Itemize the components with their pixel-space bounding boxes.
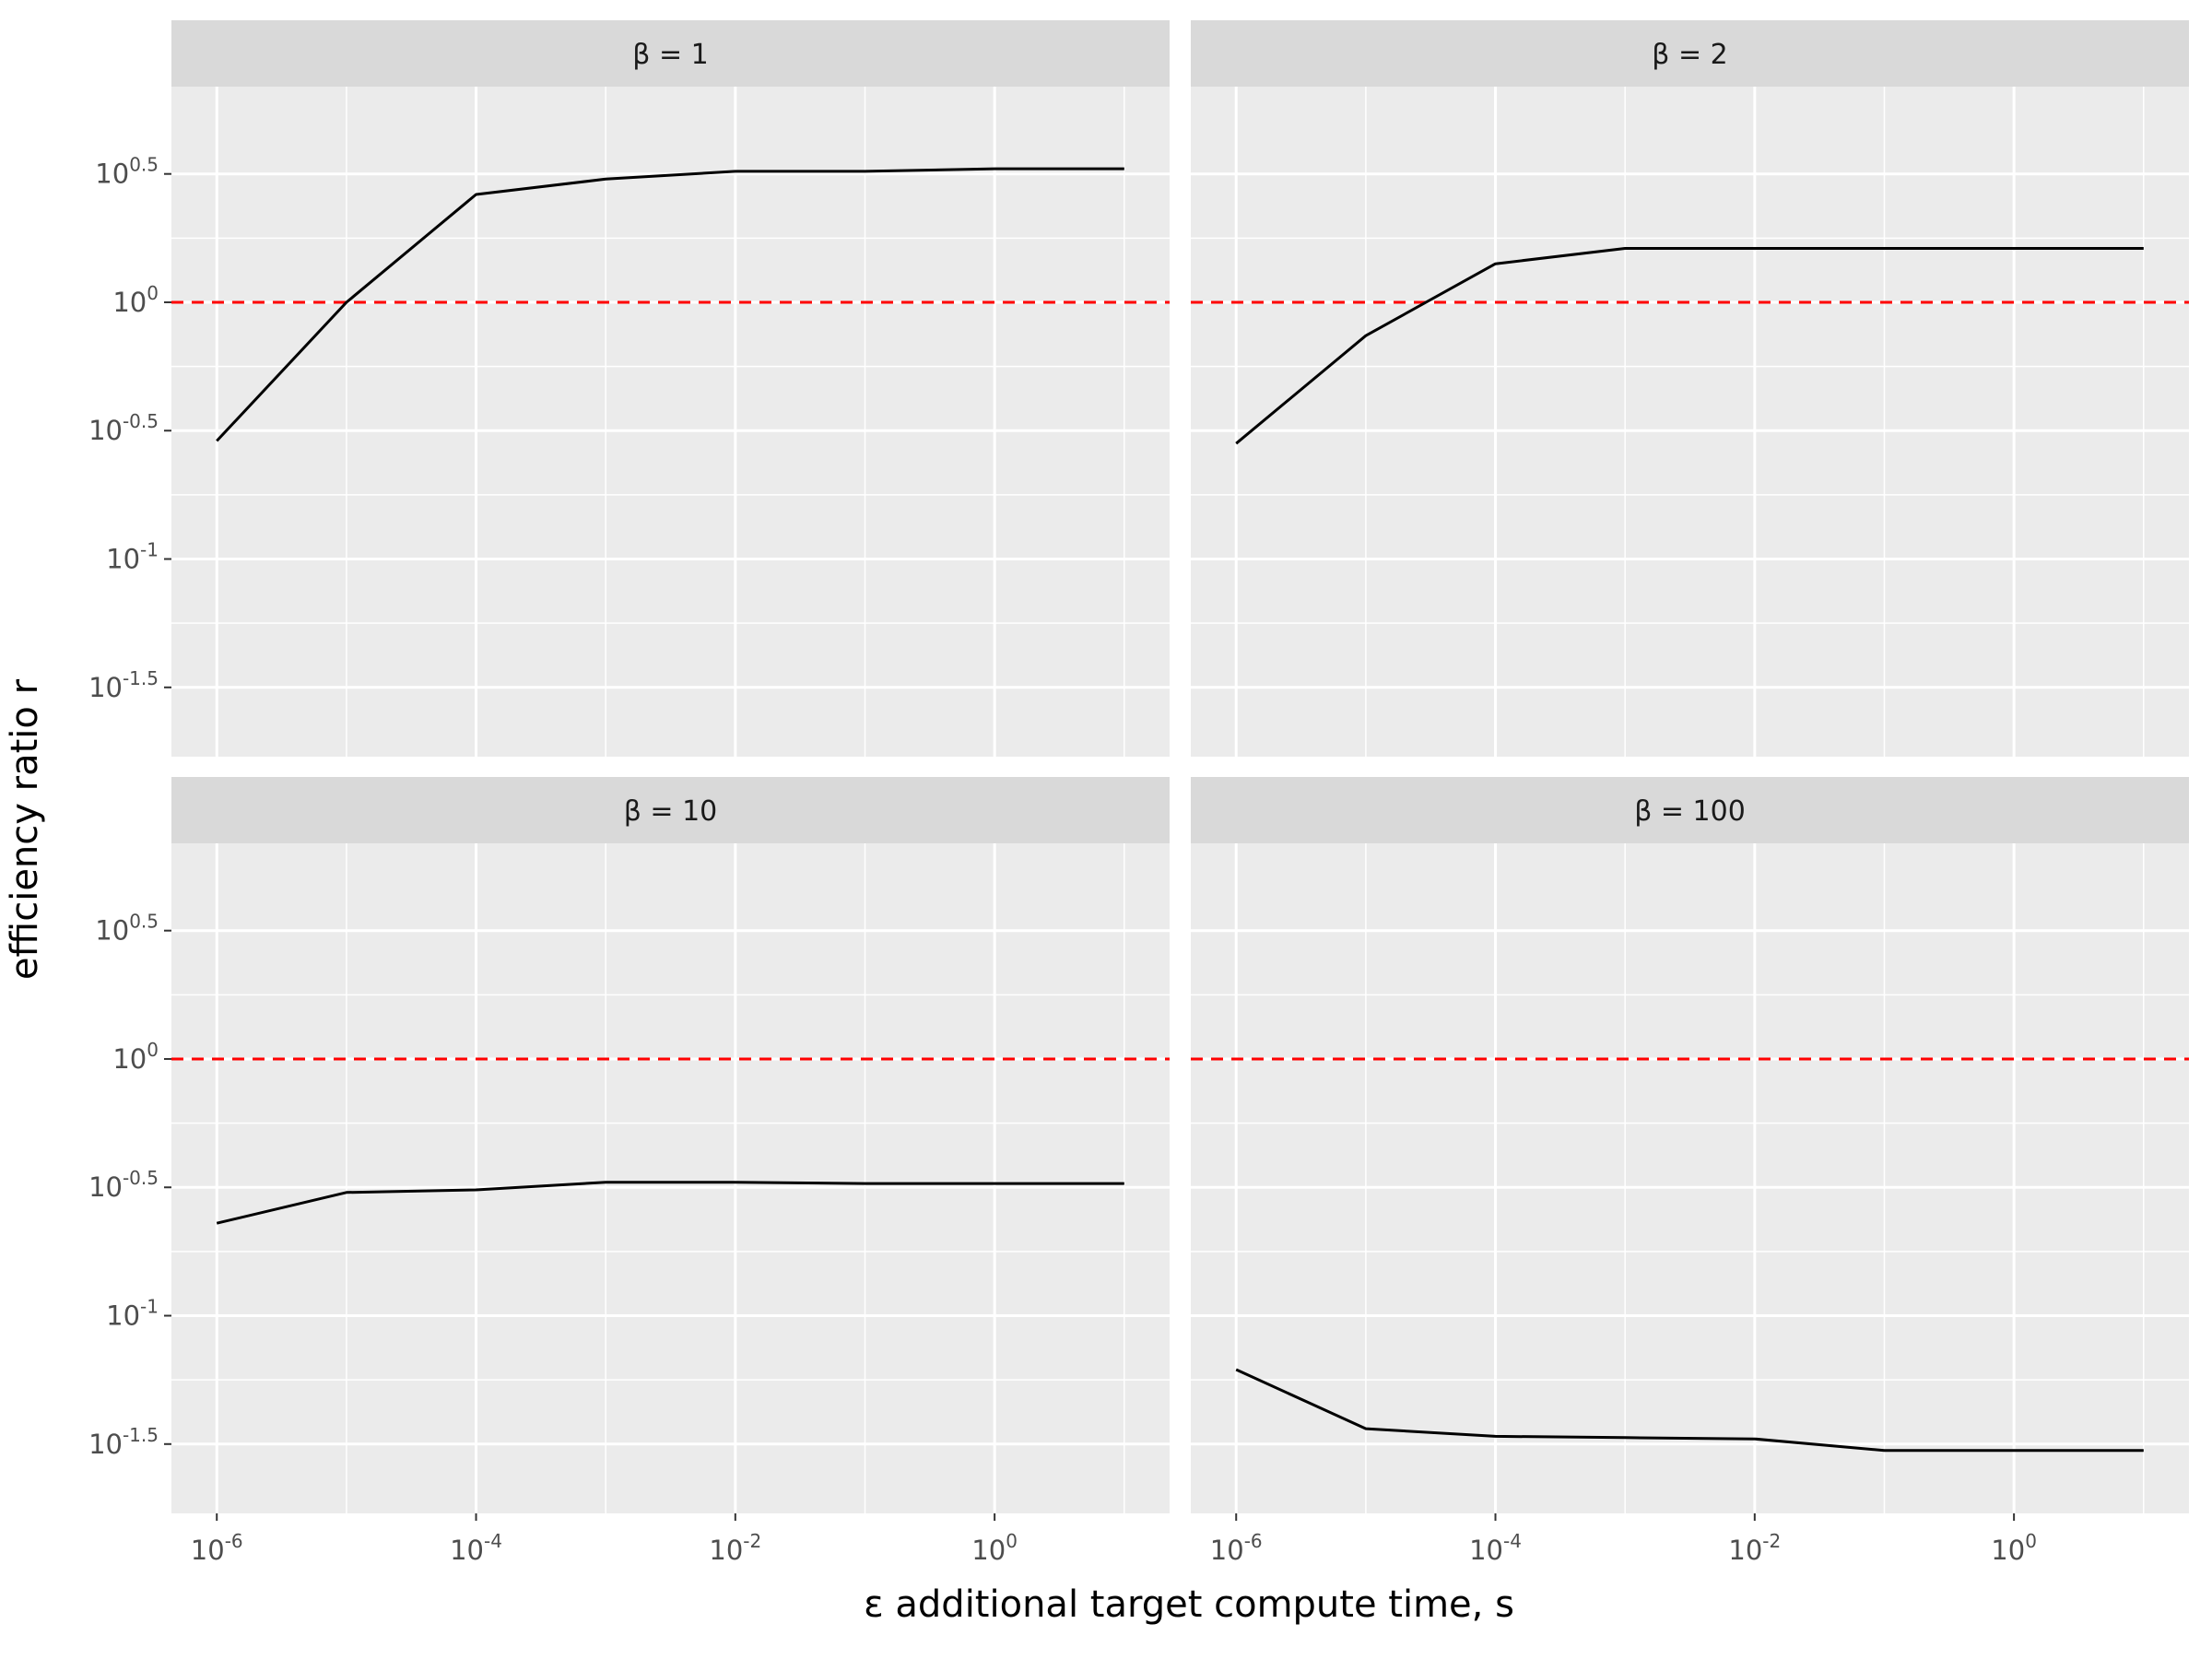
facet-strip-label: β = 1 (632, 39, 708, 71)
facet-strip (1191, 20, 2189, 87)
x-tick-label: 10-2 (709, 1530, 761, 1566)
facet-strip-label: β = 2 (1652, 39, 1727, 71)
y-tick-label: 100.5 (95, 154, 159, 190)
facet-panel: β = 1 100.5 100 10-0.5 10-1 10-1.5 (88, 20, 1170, 757)
x-tick-label: 10-6 (1210, 1530, 1263, 1566)
series-line (216, 167, 1124, 442)
panel-background (171, 843, 1170, 1513)
x-tick-label: 100 (971, 1530, 1018, 1566)
y-tick-label: 10-0.5 (88, 1167, 159, 1203)
facet-strip (171, 777, 1170, 843)
y-tick-label: 10-1 (106, 1296, 159, 1332)
facet-panel: β = 100 10-6 10-4 10-2 100 (1191, 777, 2189, 1566)
facet-panel: β = 2 (1191, 20, 2189, 757)
x-tick-label: 10-4 (1469, 1530, 1522, 1566)
facet-strip-label: β = 10 (624, 795, 718, 828)
series-line (1235, 247, 2144, 445)
facet-panel: β = 10 100.5 100 10-0.5 10-1 10-1.5 10-6 10-4 10… (88, 777, 1170, 1566)
x-axis-title: ε additional target compute time, s (864, 1583, 1514, 1626)
facet-strip-label: β = 100 (1634, 795, 1746, 828)
y-axis-title: efficiency ratio r (4, 678, 46, 980)
series-line (216, 1181, 1124, 1225)
x-tick-label: 10-6 (191, 1530, 243, 1566)
x-tick-label: 10-2 (1728, 1530, 1781, 1566)
series-line (1235, 1368, 2144, 1453)
panel-background (1191, 843, 2189, 1513)
panel-background (1191, 87, 2189, 757)
facet-strip (171, 20, 1170, 87)
x-tick-label: 100 (1991, 1530, 2037, 1566)
y-tick-label: 10-0.5 (88, 410, 159, 446)
panel-background (171, 87, 1170, 757)
y-tick-label: 10-1.5 (88, 1424, 159, 1460)
y-tick-label: 100 (112, 282, 159, 318)
y-tick-label: 10-1 (106, 539, 159, 575)
y-tick-label: 100.5 (95, 911, 159, 947)
y-tick-label: 100 (112, 1039, 159, 1075)
y-tick-label: 10-1.5 (88, 667, 159, 703)
facet-strip (1191, 777, 2189, 843)
x-tick-label: 10-4 (450, 1530, 502, 1566)
panels-layer: β = 1 100.5 100 10-0.5 10-1 10-1.5 β = 2 β = 10… (88, 20, 2189, 1566)
